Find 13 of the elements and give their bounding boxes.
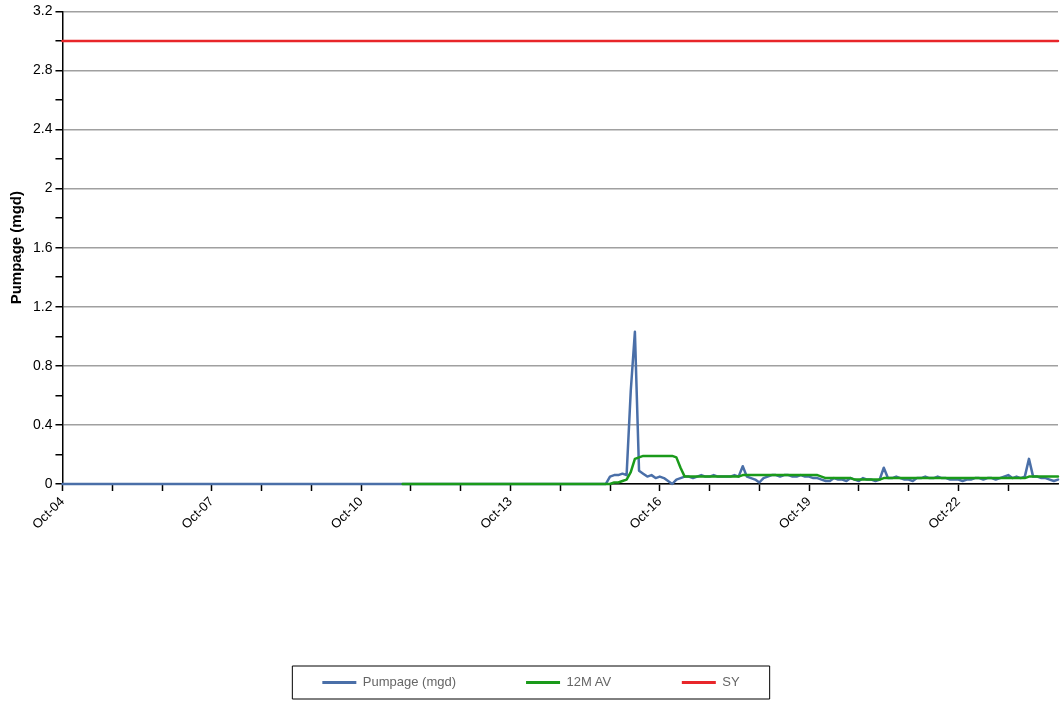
legend-label: SY	[722, 674, 740, 690]
y-tick-label: 2.4	[32, 120, 53, 137]
legend-label: Pumpage (mgd)	[362, 674, 457, 690]
y-tick-label: 0.8	[32, 356, 53, 373]
y-tick-label: 0.4	[32, 415, 53, 432]
y-tick-label: 0	[44, 474, 53, 491]
y-tick-label: 2	[44, 179, 53, 196]
y-tick-label: 1.2	[32, 297, 53, 314]
y-axis-title: Pumpage (mgd)	[7, 191, 25, 305]
legend-label: 12M AV	[566, 674, 612, 690]
y-tick-label: 2.8	[32, 61, 53, 78]
y-tick-label: 1.6	[32, 238, 53, 255]
y-tick-label: 3.2	[32, 2, 53, 19]
